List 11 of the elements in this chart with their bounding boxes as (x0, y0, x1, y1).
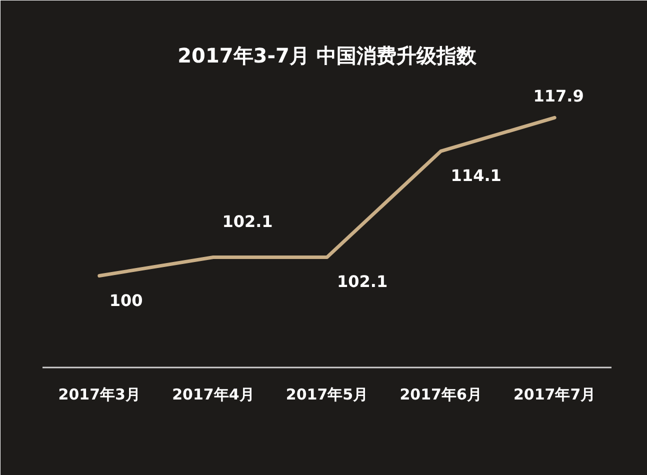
x-tick-label: 2017年7月 (514, 386, 596, 404)
chart-title: 2017年3-7月 中国消费升级指数 (178, 44, 478, 68)
x-tick-label: 2017年6月 (400, 386, 482, 404)
x-tick-label: 2017年5月 (286, 386, 368, 404)
data-label: 100 (109, 290, 143, 310)
x-tick-label: 2017年3月 (58, 386, 140, 404)
data-label: 102.1 (337, 272, 388, 292)
data-label: 117.9 (533, 86, 584, 106)
x-tick-label: 2017年4月 (172, 386, 254, 404)
data-label: 114.1 (450, 166, 502, 186)
data-label: 102.1 (222, 212, 273, 232)
